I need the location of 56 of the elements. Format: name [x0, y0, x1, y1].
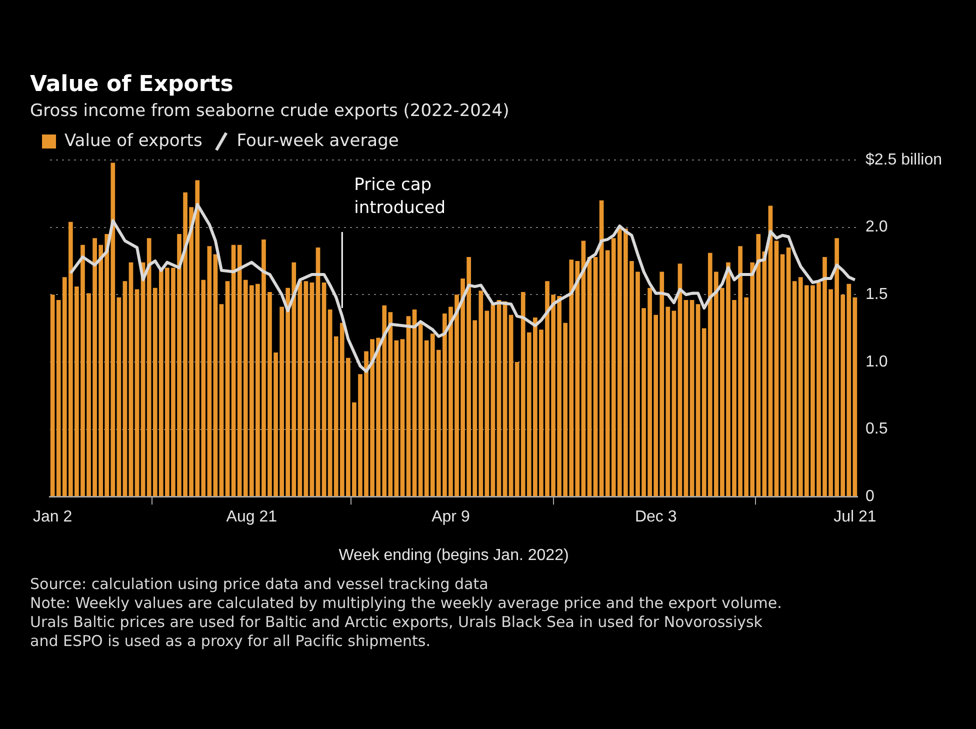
legend-label: Value of exports — [64, 130, 202, 151]
bar — [484, 310, 490, 496]
bar — [116, 297, 122, 496]
bar — [490, 304, 496, 496]
bar — [231, 244, 236, 496]
x-tick-label: Dec 3 — [634, 508, 677, 526]
x-tick-label: Jan 2 — [33, 508, 72, 526]
x-tick-label: Aug 21 — [226, 508, 278, 526]
bar — [502, 301, 508, 496]
y-tick-label: 1.5 — [866, 286, 888, 304]
bar — [786, 248, 791, 496]
bar — [322, 282, 326, 496]
bar — [605, 250, 610, 496]
bar — [225, 281, 230, 496]
x-tick-label: Apr 9 — [432, 508, 470, 526]
bar — [128, 262, 134, 496]
y-tick-label: $2.5 billion — [866, 151, 942, 168]
bar — [581, 240, 586, 496]
bar — [418, 322, 423, 496]
bar — [394, 340, 399, 496]
bar — [684, 300, 688, 496]
bar — [328, 309, 332, 496]
chart-subtitle: Gross income from seaborne crude exports (2022-2024) — [30, 101, 510, 121]
y-tick-label: 2.0 — [866, 218, 888, 236]
bar — [672, 310, 676, 496]
bar — [496, 300, 502, 496]
bar — [50, 294, 55, 496]
bar — [696, 304, 700, 496]
bar — [310, 282, 314, 496]
legend-label: Four-week average — [236, 130, 399, 151]
bar — [400, 339, 405, 496]
ref-line-label: Price cap introduced — [354, 175, 446, 218]
y-tick-label: 0 — [866, 488, 874, 506]
chart-title: Value of Exports — [30, 72, 234, 97]
bar — [678, 264, 682, 496]
bar — [213, 254, 218, 496]
bar — [134, 289, 140, 496]
bar — [593, 256, 598, 496]
y-tick-label: 0.5 — [866, 420, 888, 438]
bar — [774, 240, 779, 496]
y-tick-label: 1.0 — [866, 353, 888, 370]
bar — [219, 304, 224, 496]
bar — [122, 281, 128, 496]
x-axis-title: Week ending (begins Jan. 2022) — [338, 546, 569, 564]
source-note: Source: calculation using price data and vessel tracking data — [30, 575, 490, 594]
bar — [599, 200, 604, 496]
bar — [780, 254, 785, 496]
bar — [587, 256, 592, 496]
bar — [690, 300, 694, 496]
x-tick-label: Jul 21 — [834, 508, 876, 526]
text: Note: Weekly values are calculated by multiplying the weekly average price and the export volume. Urals Baltic prices are used for Baltic and Arctic exports, Urals Black Sea in used for Novorossiysk and ESPO is used as a proxy for all Pacific shipments. — [30, 594, 783, 651]
bar — [316, 248, 320, 496]
bar — [508, 314, 514, 496]
bar — [304, 281, 308, 496]
bar — [406, 316, 411, 496]
bar — [412, 309, 417, 496]
